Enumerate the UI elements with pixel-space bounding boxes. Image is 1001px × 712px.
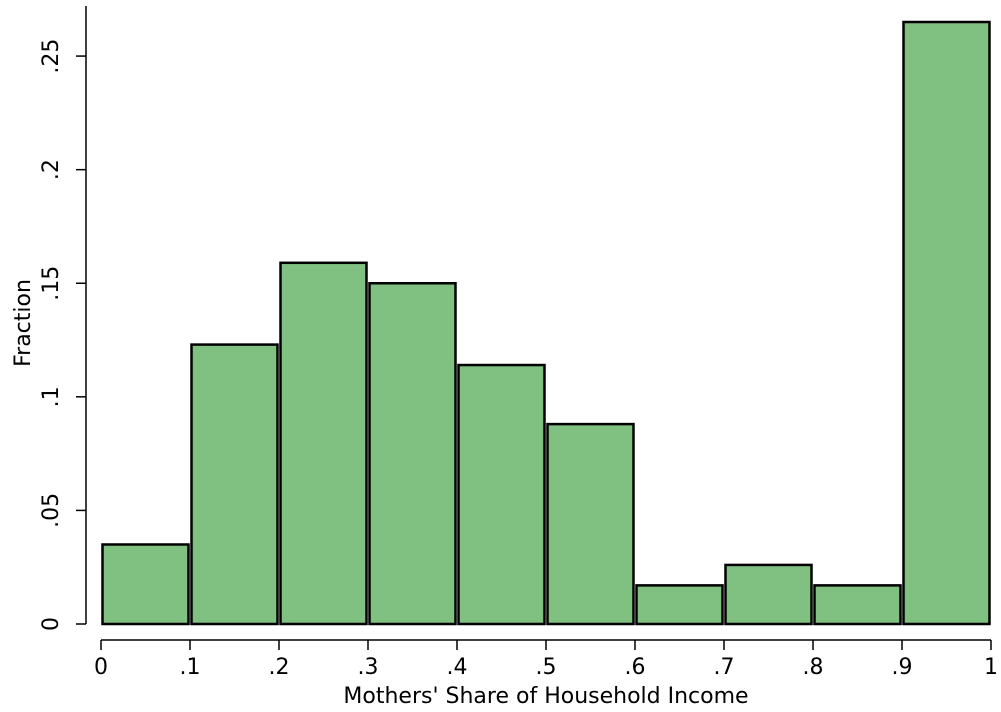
y-tick-label-5: .25	[39, 39, 64, 74]
y-axis-ticks: 0 .05 .1 .15 .2 .25	[39, 39, 86, 631]
histogram-bar-7	[724, 563, 813, 626]
x-tick-label-0: 0	[94, 655, 108, 680]
y-tick-label-1: .05	[39, 493, 64, 528]
x-tick-label-1: .1	[180, 655, 201, 680]
histogram-bar-9	[902, 20, 991, 626]
histogram-bar-6	[635, 584, 724, 626]
histogram-bar-2	[279, 261, 368, 626]
x-tick-label-2: .2	[269, 655, 290, 680]
histogram-bar-8	[813, 584, 902, 626]
x-tick-label-4: .4	[447, 655, 468, 680]
y-tick-label-3: .15	[39, 266, 64, 301]
y-tick-label-4: .2	[39, 159, 64, 180]
histogram-bar-4	[457, 363, 546, 626]
y-tick-label-0: 0	[39, 617, 64, 631]
x-tick-label-6: .6	[625, 655, 646, 680]
x-axis-ticks: 0 .1 .2 .3 .4 .5 .6 .7 .8 .9 1	[94, 640, 998, 680]
x-tick-label-8: .8	[803, 655, 824, 680]
y-axis-title: Fraction	[11, 279, 36, 367]
histogram-bar-0	[101, 543, 190, 626]
y-tick-label-2: .1	[39, 386, 64, 407]
x-tick-label-5: .5	[536, 655, 557, 680]
x-tick-label-3: .3	[358, 655, 379, 680]
bars-group	[101, 20, 991, 626]
x-tick-label-10: 1	[984, 655, 998, 680]
x-axis-title: Mothers' Share of Household Income	[343, 684, 748, 709]
histogram-bar-3	[368, 281, 457, 626]
x-tick-label-9: .9	[892, 655, 913, 680]
x-tick-label-7: .7	[714, 655, 735, 680]
histogram-bar-5	[546, 422, 635, 626]
histogram-bar-1	[190, 343, 279, 626]
